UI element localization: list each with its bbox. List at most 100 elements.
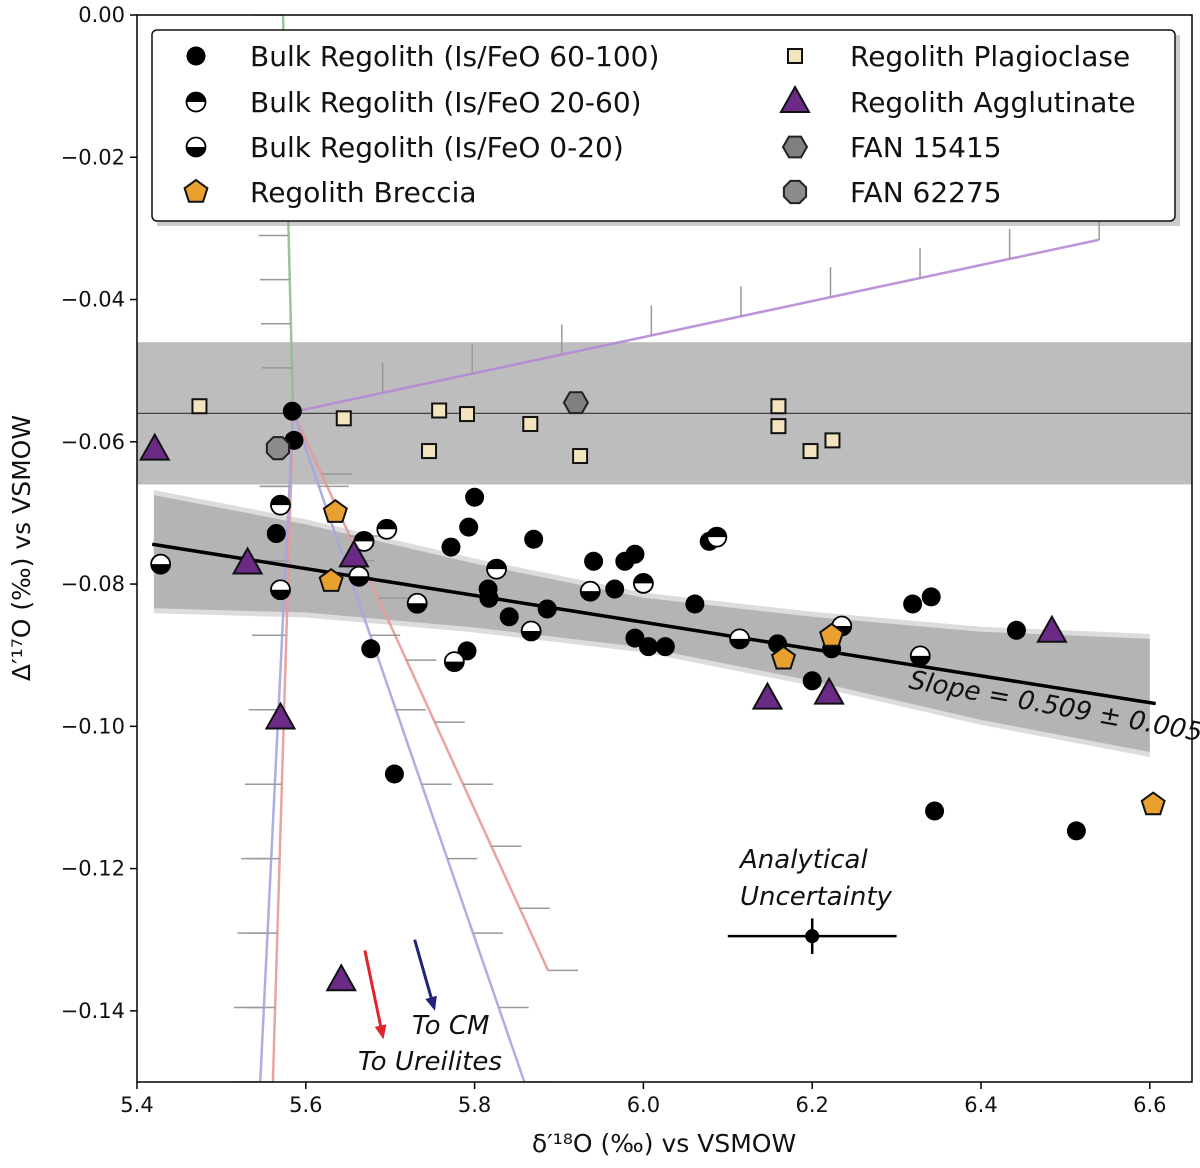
marker-shape xyxy=(524,529,544,549)
marker-shape xyxy=(903,594,923,614)
series-5 xyxy=(139,432,1068,992)
data-point xyxy=(921,587,941,607)
marker-shape xyxy=(441,537,461,557)
marker-shape xyxy=(338,539,370,568)
marker-half xyxy=(487,559,507,570)
uncertainty-point xyxy=(805,929,820,944)
marker-shape xyxy=(625,544,645,564)
marker-shape xyxy=(751,681,784,710)
data-point xyxy=(441,537,461,557)
data-point xyxy=(499,607,519,627)
x-axis-label: δ′¹⁸O (‰) vs VSMOW xyxy=(532,1129,796,1158)
data-point xyxy=(486,558,507,580)
legend-marker xyxy=(186,46,206,66)
marker-shape xyxy=(183,178,209,203)
y-tick-label: −0.14 xyxy=(61,999,125,1023)
data-point xyxy=(443,651,465,673)
marker-shape xyxy=(921,587,941,607)
arrow-shaft xyxy=(413,939,435,1004)
data-point xyxy=(479,588,499,608)
data-point xyxy=(465,487,485,507)
data-point xyxy=(522,416,539,433)
uncertainty-label-line2: Uncertainty xyxy=(740,882,893,912)
marker-shape xyxy=(802,443,819,460)
marker-shape xyxy=(522,416,539,433)
marker-shape xyxy=(685,594,705,614)
marker-shape xyxy=(479,588,499,608)
y-tick-label: −0.04 xyxy=(61,288,125,312)
marker-shape xyxy=(459,406,476,423)
data-point xyxy=(685,594,705,614)
marker-shape xyxy=(384,764,404,784)
mixing-line xyxy=(292,238,1100,414)
x-tick-label: 5.8 xyxy=(458,1093,491,1117)
marker-shape xyxy=(770,418,787,435)
marker-shape xyxy=(925,801,945,821)
data-point xyxy=(925,801,945,821)
marker-shape xyxy=(572,448,589,465)
data-point xyxy=(584,551,604,571)
data-point xyxy=(655,637,675,657)
legend-marker xyxy=(183,178,209,203)
arrow-label-ureilites: To Ureilites xyxy=(358,1047,502,1077)
marker-shape xyxy=(625,628,645,648)
marker-shape xyxy=(325,963,357,992)
marker-shape xyxy=(813,676,845,705)
y-tick-label: −0.10 xyxy=(61,714,125,738)
data-point xyxy=(770,398,787,415)
marker-half xyxy=(377,519,397,530)
x-tick-label: 6.4 xyxy=(964,1093,997,1117)
data-point xyxy=(824,432,841,449)
legend: Bulk Regolith (Is/FeO 60-100) Bulk Regol… xyxy=(151,29,1180,226)
data-point xyxy=(191,398,208,415)
marker-shape xyxy=(782,179,808,205)
marker-shape xyxy=(787,48,803,64)
marker-half xyxy=(407,603,427,613)
data-point xyxy=(406,592,428,614)
regression-line xyxy=(151,542,1156,706)
data-point xyxy=(633,572,654,594)
data-point xyxy=(903,594,923,614)
marker-half xyxy=(354,531,374,542)
data-point xyxy=(1036,614,1068,643)
legend-label: Bulk Regolith (Is/FeO 0-20) xyxy=(250,131,624,164)
marker-shape xyxy=(1006,620,1026,640)
y-tick-label: 0.00 xyxy=(78,3,125,27)
marker-shape xyxy=(1066,821,1086,841)
x-tick-label: 6.0 xyxy=(627,1093,660,1117)
marker-half xyxy=(730,638,750,649)
legend-marker xyxy=(787,48,803,64)
data-point xyxy=(266,524,286,544)
x-tick-label: 6.2 xyxy=(795,1093,828,1117)
marker-shape xyxy=(282,401,302,421)
data-point xyxy=(322,498,348,523)
series-3 xyxy=(318,498,1166,816)
marker-shape xyxy=(819,622,845,647)
data-point xyxy=(819,622,845,647)
y-axis-label: Δ′¹⁷O (‰) vs VSMOW xyxy=(7,415,36,681)
marker-shape xyxy=(1140,791,1166,816)
data-point xyxy=(459,406,476,423)
legend-marker xyxy=(782,179,808,205)
legend-label: Bulk Regolith (Is/FeO 20-60) xyxy=(250,86,642,119)
arrow-label-cm: To CM xyxy=(412,1011,489,1041)
marker-shape xyxy=(781,135,809,159)
marker-half xyxy=(270,495,290,506)
data-point xyxy=(802,443,819,460)
marker-shape xyxy=(431,402,448,419)
marker-shape xyxy=(655,637,675,657)
arrow-head-icon xyxy=(425,995,437,1011)
data-point xyxy=(338,539,370,568)
marker-shape xyxy=(638,637,658,657)
data-point xyxy=(376,518,398,540)
plot-frame xyxy=(136,14,1193,1083)
marker-shape xyxy=(802,671,822,691)
data-point xyxy=(729,628,751,650)
data-point xyxy=(572,448,589,465)
data-point xyxy=(139,432,171,461)
data-point xyxy=(361,639,381,659)
marker-shape xyxy=(361,639,381,659)
marker-shape xyxy=(770,398,787,415)
data-point xyxy=(270,494,291,516)
